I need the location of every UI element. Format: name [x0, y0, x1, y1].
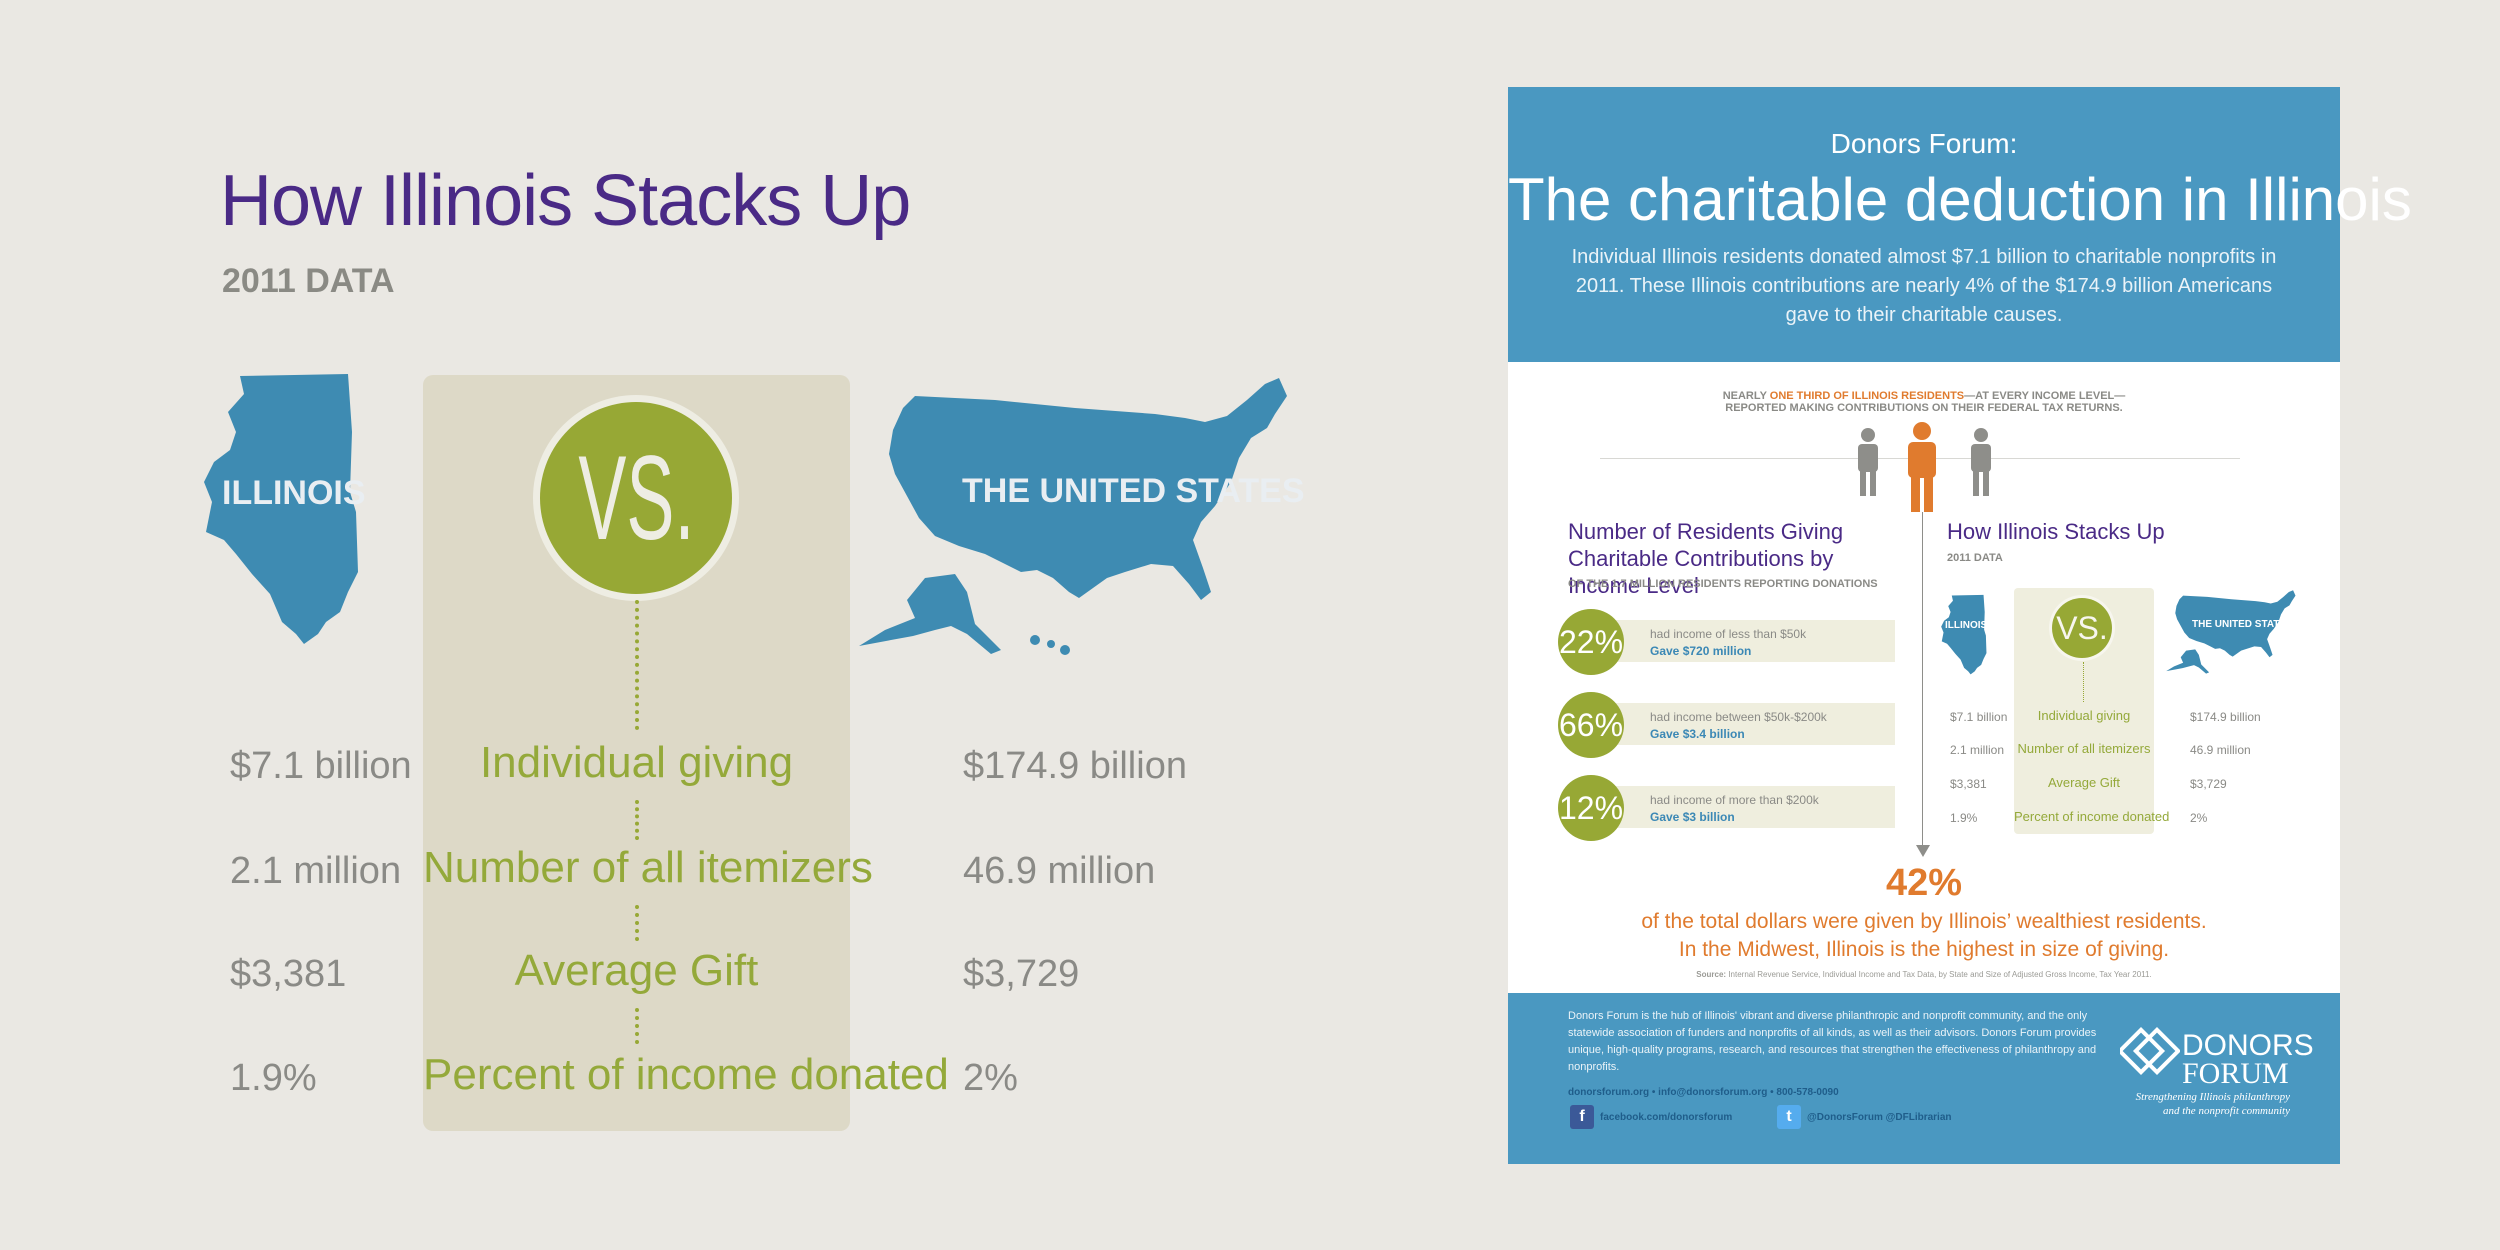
income-gave: Gave $3.4 billion	[1650, 727, 1745, 741]
footer-contact[interactable]: donorsforum.org • info@donorsforum.org •…	[1568, 1087, 1839, 1098]
mini-illinois-value: 2.1 million	[1950, 743, 2005, 757]
income-desc: had income of more than $200k	[1650, 793, 1819, 807]
logo-tagline: Strengthening Illinois philanthropy and …	[2100, 1090, 2290, 1118]
mini-title: How Illinois Stacks Up	[1947, 519, 2165, 544]
card-footer	[1508, 993, 2340, 1164]
facebook-icon[interactable]: f	[1570, 1105, 1594, 1129]
metric-label-percent-income: Percent of income donated	[423, 1050, 949, 1099]
illinois-map-icon	[204, 374, 358, 644]
us-average-gift: $3,729	[963, 953, 1080, 995]
us-percent-income: 2%	[963, 1057, 1018, 1099]
mini-vs-badge	[2052, 598, 2112, 658]
arrow-down-icon	[1916, 845, 1930, 857]
logo-line2: FORUM	[2182, 1057, 2289, 1090]
usa-map-icon	[2166, 590, 2296, 674]
source-text: Internal Revenue Service, Individual Inc…	[1726, 970, 2152, 979]
mini-us-value: $174.9 billion	[2190, 710, 2261, 724]
highlight-percent: 42%	[1885, 862, 1963, 904]
income-desc: had income between $50k-$200k	[1650, 710, 1827, 724]
mini-metric-label: Number of all itemizers	[2017, 741, 2151, 756]
connector-line	[635, 800, 639, 840]
person-icon	[1908, 422, 1936, 512]
income-gave: Gave $3 billion	[1650, 810, 1735, 824]
vs-label: VS.	[578, 431, 695, 565]
pct-badge: 66%	[1558, 692, 1624, 758]
source-label: Source:	[1696, 970, 1727, 979]
footer-facebook-link[interactable]: facebook.com/donorsforum	[1600, 1112, 1733, 1123]
mini-subtitle: 2011 DATA	[1947, 552, 2003, 564]
connector-line	[635, 600, 639, 730]
connector-line	[635, 1008, 639, 1044]
card-header	[1508, 87, 2340, 362]
source-note: Source: Internal Revenue Service, Indivi…	[1508, 970, 2340, 979]
donors-forum-logo-icon	[2120, 1026, 2180, 1076]
income-section-subtitle: OF THE 1.7 MILLION RESIDENTS REPORTING D…	[1568, 578, 1878, 590]
main-subtitle: 2011 DATA	[222, 262, 395, 300]
twitter-icon[interactable]: t	[1777, 1105, 1801, 1129]
income-bar	[1595, 703, 1895, 745]
mini-illinois-label: ILLINOIS	[1945, 620, 1988, 631]
footer-twitter-link[interactable]: @DonorsForum @DFLibrarian	[1807, 1112, 1952, 1123]
pct-badge: 12%	[1558, 775, 1624, 841]
mini-illinois-value: $3,381	[1950, 777, 1987, 791]
illinois-percent-income: 1.9%	[230, 1057, 317, 1099]
card-title: The charitable deduction in Illinois	[1508, 166, 2412, 233]
highlight-line2: In the Midwest, Illinois is the highest …	[1678, 938, 2170, 961]
person-icon	[1971, 428, 1991, 496]
metric-label-itemizers: Number of all itemizers	[423, 843, 873, 892]
pct-badge: 22%	[1558, 609, 1624, 675]
main-title: How Illinois Stacks Up	[220, 161, 911, 241]
illinois-individual-giving: $7.1 billion	[230, 745, 412, 787]
mini-metric-label: Percent of income donated	[2014, 809, 2170, 824]
card-description: Individual Illinois residents donated al…	[1571, 246, 2277, 326]
intro-suffix: —AT EVERY INCOME LEVEL—	[1964, 390, 2126, 402]
logo-text: DONORS FORUM	[2182, 1029, 2314, 1090]
mini-us-value: 46.9 million	[2190, 743, 2251, 757]
vs-badge	[540, 402, 732, 594]
connector-line	[635, 905, 639, 941]
arrow-line	[1922, 512, 1923, 852]
mini-metric-label: Average Gift	[2047, 775, 2121, 790]
highlight-line1: of the total dollars were given by Illin…	[1641, 910, 2207, 933]
income-bar	[1595, 786, 1895, 828]
mini-illinois-value: $7.1 billion	[1950, 710, 2008, 724]
intro-text: NEARLY ONE THIRD OF ILLINOIS RESIDENTS—A…	[1508, 390, 2340, 414]
intro-prefix: NEARLY	[1722, 390, 1770, 402]
income-bar	[1595, 620, 1895, 662]
illinois-itemizers: 2.1 million	[230, 850, 402, 892]
mini-us-value: 2%	[2190, 811, 2208, 825]
mini-vs-label: VS.	[2056, 610, 2108, 646]
us-individual-giving: $174.9 billion	[963, 745, 1187, 787]
illinois-map-icon	[1941, 594, 1987, 675]
usa-map-icon	[859, 378, 1287, 655]
us-itemizers: 46.9 million	[963, 850, 1156, 892]
mini-illinois-value: 1.9%	[1950, 811, 1978, 825]
mini-us-value: $3,729	[2190, 777, 2227, 791]
metric-label-average-gift: Average Gift	[514, 946, 759, 995]
metric-label-individual-giving: Individual giving	[479, 738, 794, 787]
income-desc: had income of less than $50k	[1650, 627, 1807, 641]
card-org-label: Donors Forum:	[1830, 128, 2018, 159]
logo-tagline-1: Strengthening Illinois philanthropy	[2135, 1091, 2290, 1103]
footer-about: Donors Forum is the hub of Illinois' vib…	[1568, 1010, 2097, 1073]
logo-tagline-2: and the nonprofit community	[2163, 1105, 2290, 1117]
intro-line2: REPORTED MAKING CONTRIBUTIONS ON THEIR F…	[1725, 402, 2123, 414]
income-section-title: Number of Residents Giving Charitable Co…	[1568, 519, 1844, 598]
intro-highlight: ONE THIRD OF ILLINOIS RESIDENTS	[1769, 390, 1965, 402]
usa-map-label: THE UNITED STATES	[962, 472, 1305, 510]
mini-us-label: THE UNITED STATES	[2192, 619, 2293, 630]
mini-metric-label: Individual giving	[2037, 708, 2131, 723]
person-icon	[1858, 428, 1878, 496]
illinois-map-label: ILLINOIS	[222, 474, 366, 512]
income-gave: Gave $720 million	[1650, 644, 1752, 658]
mini-connector	[2083, 662, 2084, 702]
logo-line1: DONORS	[2182, 1029, 2314, 1062]
illinois-average-gift: $3,381	[230, 953, 347, 995]
